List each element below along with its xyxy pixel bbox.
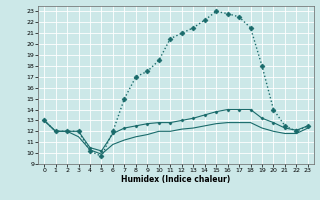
X-axis label: Humidex (Indice chaleur): Humidex (Indice chaleur) [121,175,231,184]
